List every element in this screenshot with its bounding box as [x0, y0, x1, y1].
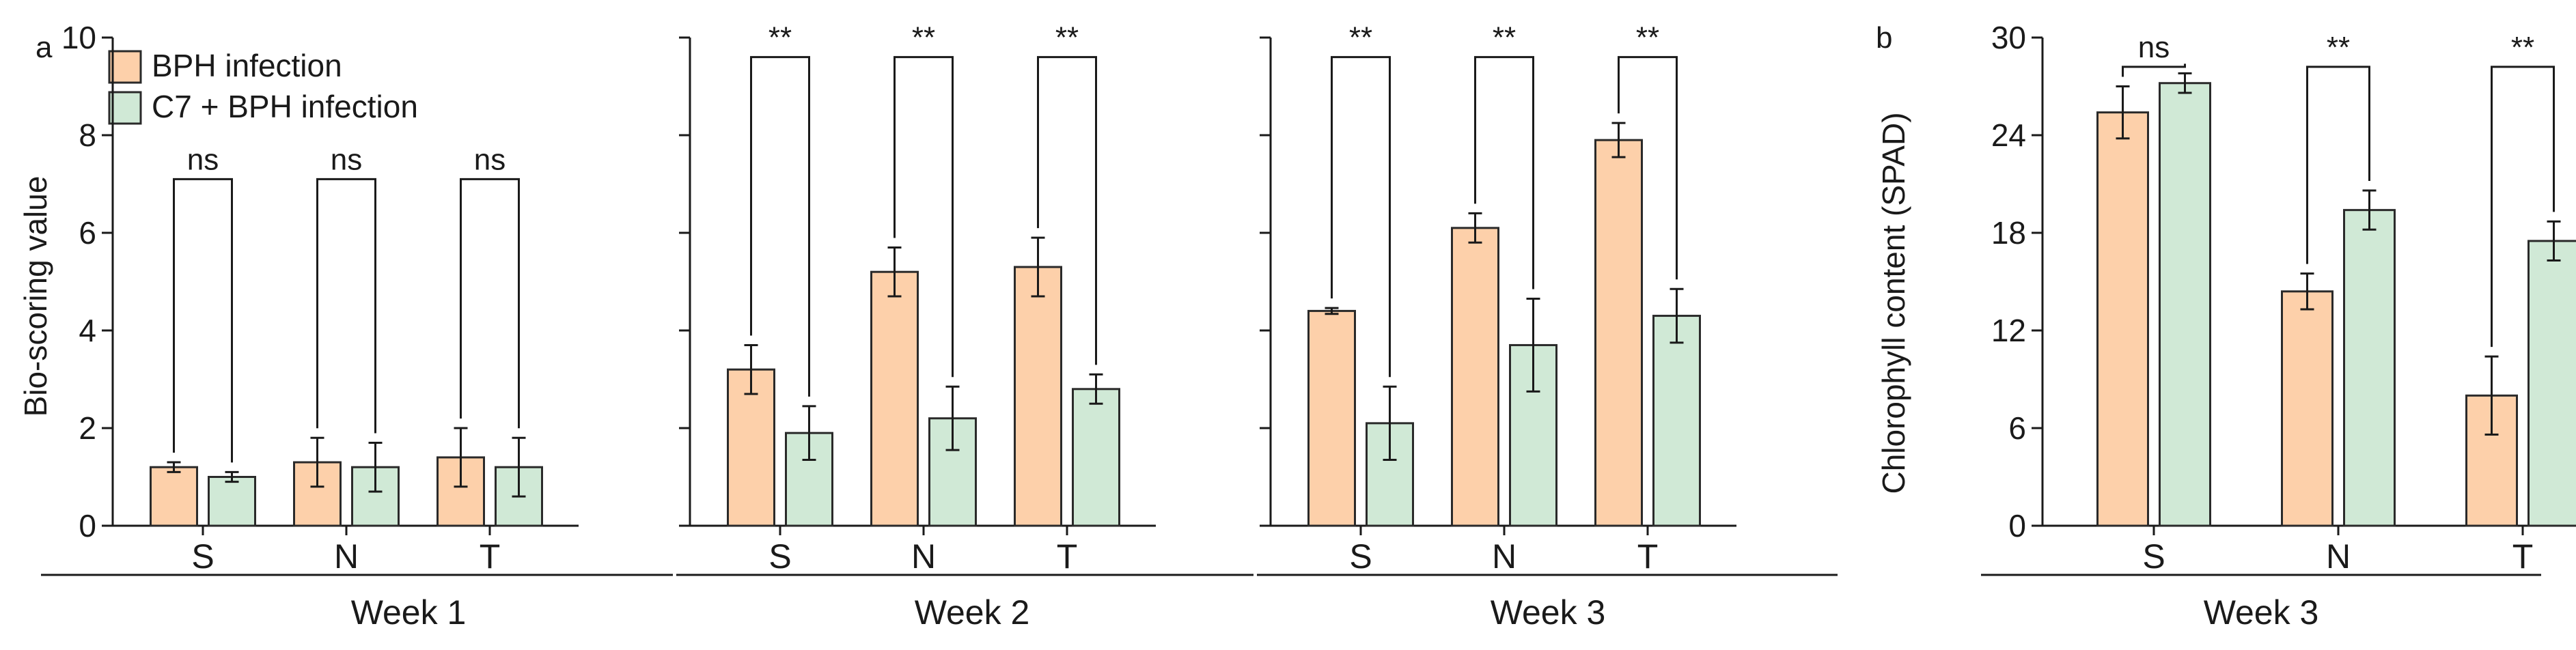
group-label: Week 1	[351, 593, 467, 632]
significance-label: ns	[2138, 31, 2170, 64]
y-tick-label: 8	[79, 117, 96, 153]
x-tick-label: N	[2326, 537, 2351, 576]
significance-label: **	[912, 21, 935, 55]
bar	[1451, 227, 1499, 527]
bar	[870, 270, 919, 527]
bar	[2096, 111, 2149, 527]
significance-bracket	[750, 56, 810, 397]
group-label: Week 3	[2204, 593, 2319, 632]
y-tick-label: 4	[79, 313, 96, 348]
y-tick-label: 24	[1991, 117, 2026, 153]
x-tick-label: T	[1057, 537, 1078, 576]
significance-bracket	[1037, 56, 1097, 365]
bar	[2281, 290, 2333, 527]
significance-label: ns	[187, 143, 219, 176]
bar	[2159, 82, 2211, 527]
y-tick-label: 30	[1991, 20, 2026, 55]
bar	[208, 476, 256, 527]
significance-label: ns	[331, 143, 362, 176]
y-tick-label: 0	[79, 508, 96, 543]
x-tick-label: N	[911, 537, 936, 576]
x-tick-label: T	[1637, 537, 1659, 576]
bar	[727, 368, 775, 527]
y-tick-label: 6	[2008, 410, 2026, 446]
legend-label-c7: C7 + BPH infection	[152, 89, 418, 124]
x-tick-label: N	[334, 537, 359, 576]
bar	[1307, 309, 1356, 527]
legend-swatch-c7	[108, 91, 142, 125]
y-tick-label: 2	[79, 410, 96, 446]
x-tick-label: S	[768, 537, 791, 576]
significance-bracket	[2122, 63, 2186, 77]
significance-bracket	[460, 178, 520, 429]
x-tick-label: S	[1349, 537, 1372, 576]
y-tick-label: 0	[2008, 508, 2026, 543]
significance-bracket	[2306, 66, 2370, 264]
bar	[150, 466, 198, 527]
bar	[2343, 209, 2396, 527]
significance-bracket	[1618, 56, 1678, 280]
significance-label: **	[2327, 31, 2350, 64]
significance-bracket	[1474, 56, 1534, 289]
significance-label: **	[2511, 31, 2534, 64]
x-tick-label: T	[480, 537, 501, 576]
y-tick-label: 18	[1991, 215, 2026, 251]
bar	[1014, 266, 1062, 527]
significance-label: **	[1636, 21, 1659, 55]
significance-label: **	[1349, 21, 1372, 55]
x-tick-label: S	[191, 537, 214, 576]
significance-bracket	[2491, 66, 2555, 348]
bar	[1072, 388, 1120, 527]
x-tick-label: S	[2142, 537, 2165, 576]
x-tick-label: N	[1492, 537, 1516, 576]
group-label: Week 2	[915, 593, 1030, 632]
legend: BPH infection C7 + BPH infection	[108, 48, 418, 125]
y-tick-label: 10	[61, 20, 96, 55]
significance-bracket	[1331, 56, 1391, 378]
significance-bracket	[173, 178, 233, 463]
group-label: Week 3	[1491, 593, 1606, 632]
x-tick-label: T	[2512, 537, 2534, 576]
panel-a-label: a	[36, 31, 53, 64]
panel-b-y-axis-title: Chlorophyll content (SPAD)	[1876, 112, 1911, 494]
significance-label: **	[1493, 21, 1516, 55]
panel-a-y-axis-title: Bio-scoring value	[18, 176, 53, 417]
significance-label: **	[1055, 21, 1079, 55]
panel-b-label: b	[1876, 21, 1892, 55]
y-tick-label: 12	[1991, 313, 2026, 348]
significance-label: ns	[474, 143, 505, 176]
bar	[1652, 315, 1701, 527]
significance-bracket	[316, 178, 376, 434]
legend-label-bph: BPH infection	[152, 48, 342, 83]
bar	[1594, 139, 1643, 527]
significance-bracket	[894, 56, 954, 378]
bar	[2527, 240, 2576, 527]
significance-label: **	[768, 21, 792, 55]
legend-swatch-bph	[108, 50, 142, 84]
y-tick-label: 6	[79, 215, 96, 251]
